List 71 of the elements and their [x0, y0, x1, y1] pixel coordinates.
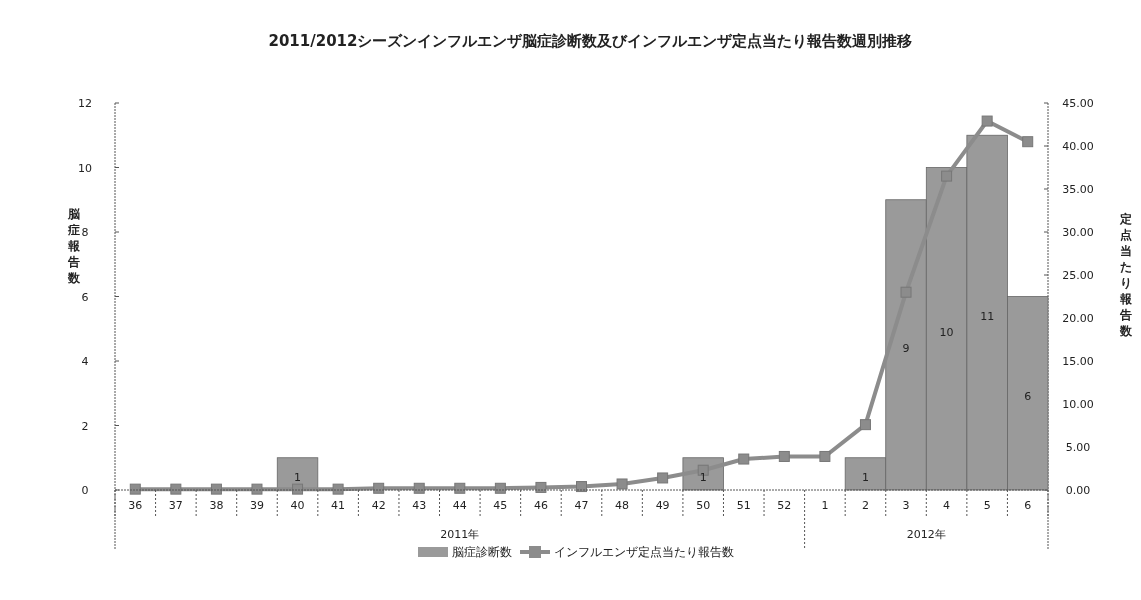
point [251, 483, 263, 495]
y2-tick-label: 20.00 [1062, 312, 1094, 325]
x-tick-label: 36 [128, 499, 143, 512]
y-tick-label: 4 [81, 355, 89, 368]
data-label: 6 [1024, 390, 1032, 404]
y2-tick-label: 5.00 [1065, 441, 1091, 454]
data-label: 9 [902, 341, 910, 355]
point [616, 478, 628, 490]
y2-tick-label: 30.00 [1062, 226, 1094, 239]
y-tick-label: 6 [81, 290, 89, 304]
point [657, 472, 669, 484]
y2-tick-label: 35.00 [1062, 183, 1094, 196]
data-label: 1 [294, 470, 302, 484]
x-tick-label: 46 [533, 499, 548, 512]
point [292, 483, 304, 495]
y2-tick-label: 40.00 [1062, 140, 1094, 153]
data-label: 1 [861, 470, 869, 484]
point [859, 419, 871, 431]
x-tick-label: 1 [821, 499, 829, 512]
x-tick-label: 47 [574, 499, 589, 512]
point [981, 115, 993, 127]
data-label: 11 [980, 309, 995, 323]
y2-tick-label: 15.00 [1062, 355, 1094, 368]
y-axis-title: 脳症報告数 [67, 207, 81, 285]
text: 2011年 [440, 528, 480, 541]
point [900, 286, 912, 298]
y2-tick-label: 25.00 [1062, 269, 1094, 282]
y2-tick-label: 45.00 [1062, 97, 1094, 110]
chart-title: 2011/2012シーズンインフルエンザ脳症診断数及びインフルエンザ定点当たり報告数週別推移 [268, 32, 913, 50]
y-tick-label: 10 [78, 161, 92, 175]
point [210, 483, 222, 495]
y2-axis-title: 定点当たり報告数 [1119, 212, 1133, 338]
x-tick-label: 41 [331, 499, 346, 512]
x-tick-label: 45 [493, 499, 508, 512]
y2-tick-label: 0.00 [1065, 484, 1091, 497]
x-tick-label: 5 [983, 499, 991, 512]
point [332, 483, 344, 495]
legend-label: 脳症診断数 [452, 545, 512, 559]
x-tick-label: 3 [902, 499, 910, 512]
point [535, 481, 547, 493]
x-tick-label: 6 [1024, 499, 1032, 512]
y-tick-label: 12 [78, 97, 92, 110]
x-tick-label: 39 [249, 499, 264, 512]
y-tick-label: 0 [81, 484, 89, 497]
x-tick-label: 51 [736, 499, 751, 512]
x-tick-label: 48 [615, 499, 630, 512]
x-tick-label: 37 [168, 499, 183, 512]
point [1022, 136, 1034, 148]
data-label: 1 [699, 470, 707, 484]
x-tick-label: 40 [290, 499, 305, 512]
x-tick-label: 4 [943, 499, 951, 512]
point [170, 483, 182, 495]
y-tick-label: 8 [81, 226, 89, 239]
point [129, 483, 141, 495]
point [738, 453, 750, 465]
x-tick-label: 52 [777, 499, 792, 512]
x-tick-label: 2 [861, 499, 869, 512]
data-label: 10 [939, 325, 954, 339]
point [778, 450, 790, 462]
y2-tick-label: 10.00 [1062, 398, 1094, 411]
text: 2012年 [906, 528, 946, 541]
point [819, 450, 831, 462]
x-tick-label: 43 [412, 499, 427, 512]
point [941, 170, 953, 182]
x-tick-label: 49 [655, 499, 670, 512]
x-tick-label: 44 [452, 499, 467, 512]
x-tick-label: 38 [209, 499, 224, 512]
legend-label: インフルエンザ定点当たり報告数 [554, 545, 734, 559]
x-tick-label: 42 [371, 499, 386, 512]
y-tick-label: 2 [81, 419, 89, 433]
x-tick-label: 50 [696, 499, 711, 512]
